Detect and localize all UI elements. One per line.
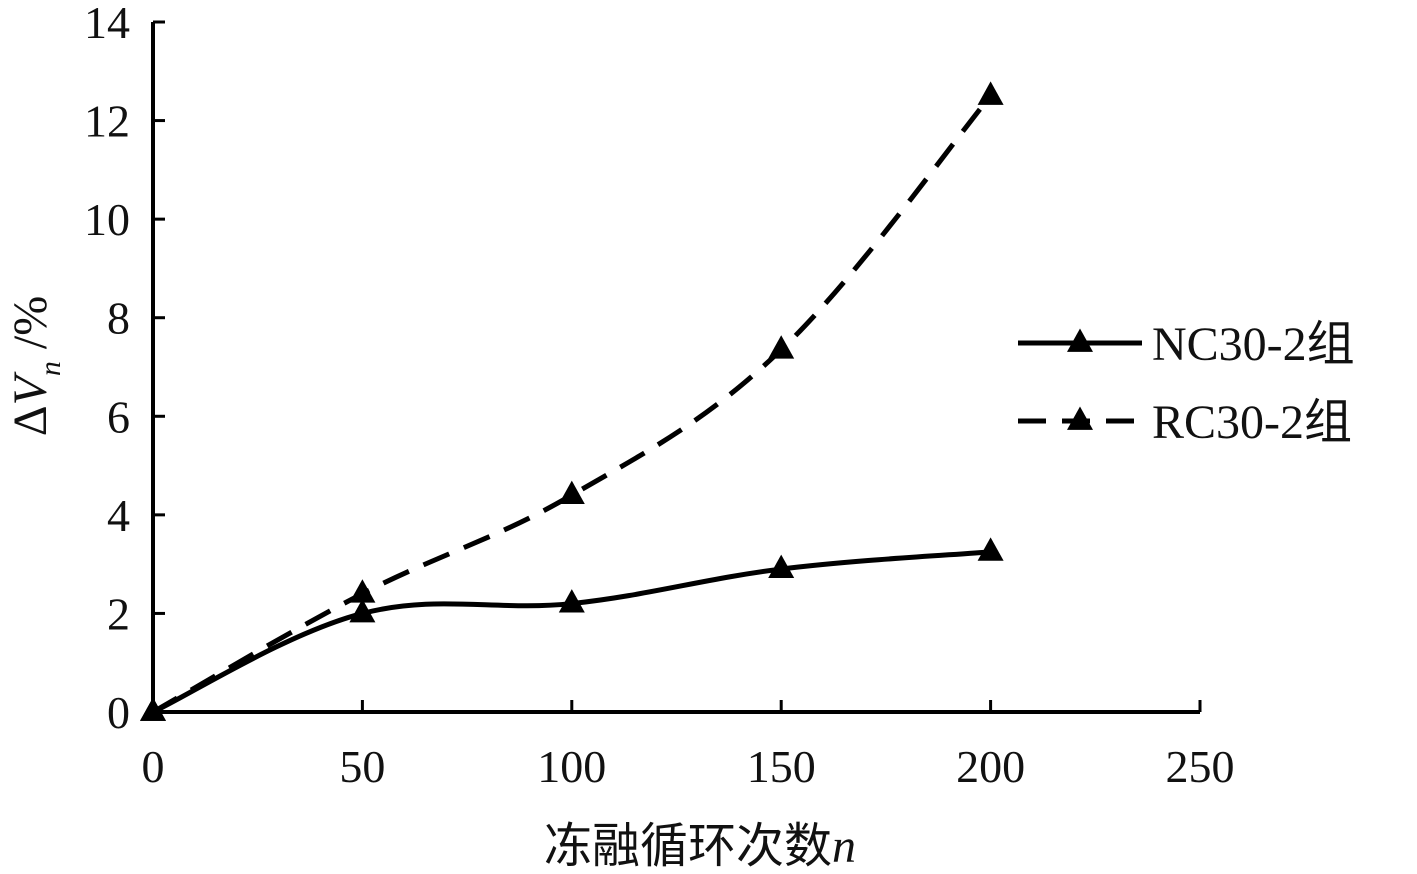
y-tick-label: 14	[84, 0, 130, 48]
y-tick-label: 8	[107, 293, 130, 344]
x-tick-label: 150	[747, 741, 816, 792]
series-line	[151, 549, 991, 715]
data-point	[977, 537, 1004, 561]
y-axis-title-delta: Δ	[4, 405, 57, 436]
legend-marker	[1067, 328, 1093, 352]
x-tick-label: 50	[339, 741, 385, 792]
y-tick-label: 12	[84, 96, 130, 147]
data-point	[140, 697, 166, 721]
x-tick-label: 250	[1166, 741, 1235, 792]
y-axis-title-var: V	[4, 371, 57, 405]
y-axis-title-sub: n	[34, 361, 67, 376]
data-point	[977, 81, 1004, 105]
svg-text:ΔVn /%: ΔVn /%	[4, 296, 67, 437]
x-axis-title-var: n	[832, 820, 856, 873]
data-point	[558, 480, 585, 505]
legend-marker	[1067, 406, 1093, 430]
legend-label: NC30-2组	[1152, 318, 1355, 371]
x-tick-label: 0	[142, 741, 165, 792]
data-point	[558, 589, 585, 613]
x-axis-title: 冻融循环次数n	[544, 820, 856, 873]
series-1	[140, 537, 1004, 721]
series-layer	[140, 81, 1004, 721]
data-point	[349, 598, 376, 623]
series-line	[151, 94, 993, 715]
data-point	[349, 579, 376, 603]
x-axis-title-main: 冻融循环次数	[544, 820, 832, 873]
y-tick-label: 10	[84, 194, 130, 245]
x-tick-label: 200	[956, 741, 1025, 792]
data-point	[768, 554, 795, 578]
x-tick-label: 100	[537, 741, 606, 792]
y-tick-label: 2	[107, 588, 130, 639]
y-axis-title: ΔVn /%	[4, 296, 67, 437]
y-axis-title-unit: /%	[4, 296, 57, 361]
legend-item-2: RC30-2组	[1018, 396, 1352, 449]
y-tick-label: 4	[107, 490, 130, 541]
legend-item-1: NC30-2组	[1018, 318, 1355, 371]
legend: NC30-2组 RC30-2组	[1018, 318, 1355, 449]
axes: 0 50 100 150 200 250 0 2 4 6 8 10 12 14	[84, 0, 1235, 792]
series-2	[140, 81, 1004, 721]
legend-label: RC30-2组	[1152, 396, 1352, 449]
data-point	[768, 335, 795, 359]
y-tick-label: 0	[107, 687, 130, 738]
y-tick-label: 6	[107, 391, 130, 442]
